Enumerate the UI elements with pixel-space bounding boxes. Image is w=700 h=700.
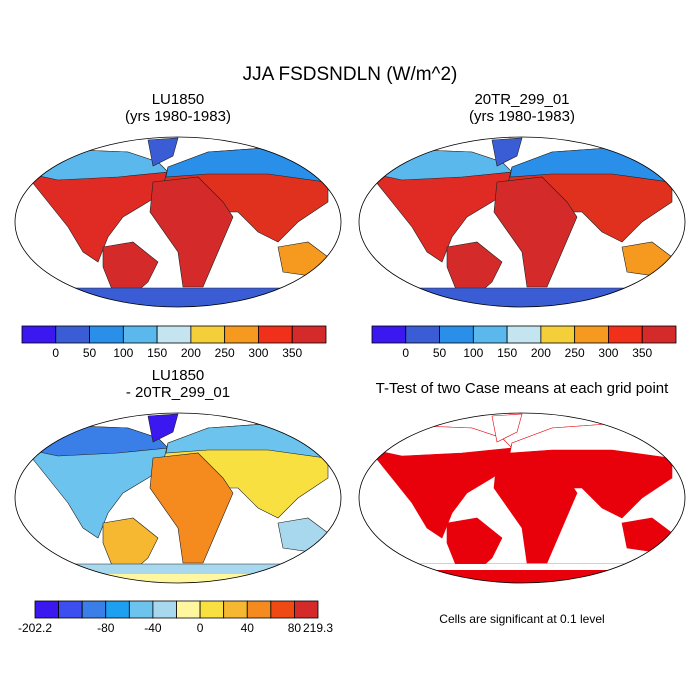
colorbar-box — [199, 600, 225, 619]
colorbar-label: 0 — [197, 621, 204, 635]
colorbar-label: 350 — [282, 346, 302, 360]
colorbar-label: -40 — [144, 621, 162, 635]
colorbar-label: 150 — [497, 346, 517, 360]
land-an — [15, 287, 341, 307]
figure-title: JJA FSDSNDLN (W/m^2) — [243, 64, 458, 85]
colorbar-box — [21, 325, 57, 344]
land-an-gap — [359, 564, 685, 570]
colorbar-label: 250 — [215, 346, 235, 360]
panel-title: LU1850 — [152, 367, 205, 384]
colorbar-box — [506, 325, 542, 344]
colorbar-box — [105, 600, 130, 619]
colorbar-box — [258, 325, 293, 344]
map — [15, 413, 341, 583]
land-af — [149, 452, 234, 564]
colorbar-box — [574, 325, 609, 344]
panel-title: - 20TR_299_01 — [126, 384, 230, 401]
map-outline — [14, 136, 342, 308]
colorbar-box — [122, 325, 158, 344]
colorbar-label: 350 — [632, 346, 652, 360]
map-outline — [358, 412, 686, 584]
land-af — [493, 176, 578, 288]
colorbar-label: 50 — [83, 346, 97, 360]
colorbar-box — [156, 325, 192, 344]
colorbar-label: 300 — [598, 346, 618, 360]
colorbar-box — [270, 600, 295, 619]
colorbar-box — [190, 325, 226, 344]
colorbar-label: 80 — [288, 621, 302, 635]
colorbar-label: 0 — [52, 346, 59, 360]
panel-title: LU1850 — [152, 91, 205, 108]
colorbar-label: 200 — [531, 346, 551, 360]
land-gl — [147, 413, 179, 443]
colorbar-box — [89, 325, 124, 344]
colorbar-label: -80 — [97, 621, 115, 635]
colorbar-label: 200 — [181, 346, 201, 360]
colorbar-box — [152, 600, 177, 619]
colorbar-label: 219.3 — [303, 621, 333, 635]
colorbar-box — [540, 325, 576, 344]
colorbar-box — [294, 600, 319, 619]
colorbar-box — [472, 325, 508, 344]
colorbar-box — [128, 600, 154, 619]
colorbar-box — [58, 600, 83, 619]
colorbar-box — [291, 325, 327, 344]
colorbar-box — [176, 600, 201, 619]
land-an-edge — [15, 574, 341, 583]
map — [359, 137, 685, 307]
land-gl — [147, 137, 179, 167]
panel-title: (yrs 1980-1983) — [125, 108, 231, 125]
land-af — [149, 176, 234, 288]
colorbar-label: 0 — [402, 346, 409, 360]
colorbar-box — [246, 600, 272, 619]
colorbar-box — [608, 325, 643, 344]
colorbar-label: 100 — [113, 346, 133, 360]
land-af — [493, 452, 578, 564]
colorbar-box — [81, 600, 107, 619]
map-outline — [14, 412, 342, 584]
colorbar-label: 40 — [241, 621, 255, 635]
colorbar-box — [224, 325, 259, 344]
colorbar-label: 100 — [463, 346, 483, 360]
note: Cells are significant at 0.1 level — [439, 612, 604, 626]
map — [359, 413, 685, 583]
colorbar-box — [641, 325, 677, 344]
panel-title: (yrs 1980-1983) — [469, 108, 575, 125]
panel-title: 20TR_299_01 — [474, 91, 569, 108]
colorbar-box — [371, 325, 407, 344]
panel-title: T-Test of two Case means at each grid po… — [376, 380, 669, 397]
colorbar-label: 50 — [433, 346, 447, 360]
map-outline — [358, 136, 686, 308]
colorbar-box — [55, 325, 90, 344]
colorbar-label: -202.2 — [18, 621, 52, 635]
map — [15, 137, 341, 307]
colorbar-box — [223, 600, 248, 619]
colorbar-label: 300 — [248, 346, 268, 360]
land-gl — [491, 413, 523, 443]
colorbar-box — [34, 600, 59, 619]
colorbar-label: 150 — [147, 346, 167, 360]
colorbar-label: 250 — [565, 346, 585, 360]
land-an — [359, 287, 685, 307]
colorbar-box — [439, 325, 474, 344]
colorbar-box — [405, 325, 440, 344]
land-gl — [491, 137, 523, 167]
